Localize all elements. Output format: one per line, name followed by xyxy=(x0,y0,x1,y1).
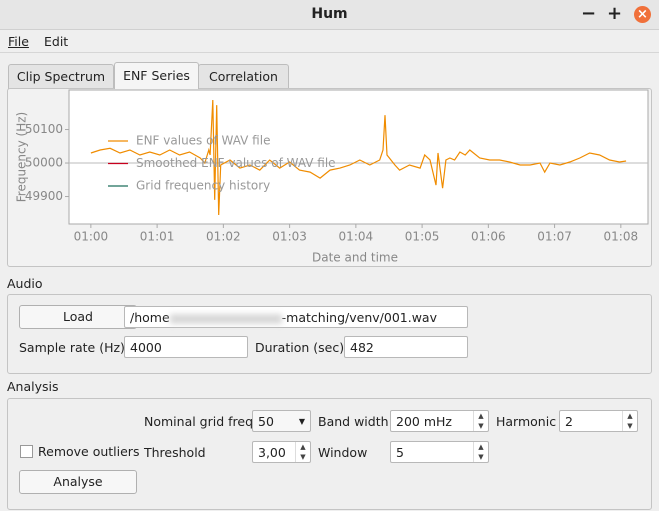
group-title: Audio xyxy=(7,276,43,291)
title-bar xyxy=(0,0,659,30)
spin-arrows: ▲ ▼ xyxy=(622,411,637,431)
label: Duration (sec) xyxy=(255,340,345,355)
path-field[interactable]: /home -matching/venv/001.wav xyxy=(124,306,468,328)
group-title: Analysis xyxy=(7,379,59,394)
checkbox-label[interactable]: Remove outliers xyxy=(38,444,140,459)
blurred-region xyxy=(169,313,282,324)
band-width-spin[interactable]: 200 mHz ▲ ▼ xyxy=(390,410,489,432)
tab-active[interactable]: ENF Series xyxy=(114,62,199,89)
label: Harmonic xyxy=(496,414,557,429)
label: Threshold xyxy=(144,445,206,460)
tab[interactable]: Correlation xyxy=(198,64,289,89)
spin-value: 200 mHz xyxy=(396,414,452,429)
x-tick-label: 01:05 xyxy=(405,230,440,244)
window-spin[interactable]: 5 ▲ ▼ xyxy=(390,441,489,463)
x-tick-label: 01:04 xyxy=(339,230,374,244)
harmonic-spin[interactable]: 2 ▲ ▼ xyxy=(559,410,638,432)
x-axis-label: Date and time xyxy=(312,251,398,265)
data-line xyxy=(90,99,627,216)
group-box xyxy=(7,294,652,374)
maximize-button[interactable]: + xyxy=(607,3,623,24)
y-tick-label: 50000 xyxy=(25,156,63,170)
y-axis-label: Frequency (Hz) xyxy=(15,112,29,203)
y-tick-label: 50100 xyxy=(25,122,63,136)
menu-edit[interactable]: Edit xyxy=(44,34,69,49)
x-tick-label: 01:07 xyxy=(537,230,572,244)
x-tick-label: 01:08 xyxy=(604,230,639,244)
path-start: /home xyxy=(130,310,170,325)
spin-value: 5 xyxy=(396,445,404,460)
nominal-combo[interactable]: 50 ▼ xyxy=(252,410,311,432)
label: Window xyxy=(318,445,368,460)
analyse-button[interactable]: Analyse xyxy=(19,470,137,494)
chart: Frequency (Hz) Date and time 49900 50000 5… xyxy=(15,89,649,265)
label: Band width xyxy=(318,414,389,429)
plot-area xyxy=(68,89,649,225)
label: Sample rate (Hz) xyxy=(19,340,125,355)
spin-value: 2 xyxy=(565,414,573,429)
x-tick-label: 01:00 xyxy=(74,230,109,244)
combo-value: 50 xyxy=(258,414,274,429)
minimize-button[interactable]: − xyxy=(581,3,597,24)
path-end: -matching/venv/001.wav xyxy=(281,310,437,325)
legend-label: Grid frequency history xyxy=(136,179,270,193)
legend-label: Smoothed ENF values of WAV file xyxy=(136,156,336,170)
label: Nominal grid freq xyxy=(144,414,254,429)
spin-arrows: ▲ ▼ xyxy=(473,442,488,462)
spin-arrows: ▲ ▼ xyxy=(473,411,488,431)
spin-arrows: ▲ ▼ xyxy=(295,442,310,462)
sample-rate-field[interactable]: 4000 xyxy=(124,336,248,358)
x-tick-label: 01:03 xyxy=(272,230,307,244)
window-title: Hum xyxy=(311,6,348,22)
tab[interactable]: Clip Spectrum xyxy=(8,64,114,89)
x-tick-label: 01:02 xyxy=(206,230,241,244)
duration-field[interactable]: 482 xyxy=(344,336,468,358)
threshold-spin[interactable]: 3,00 ▲ ▼ xyxy=(252,441,311,463)
load-button[interactable]: Load xyxy=(19,305,137,329)
y-tick-label: 49900 xyxy=(25,189,63,203)
x-tick-label: 01:06 xyxy=(471,230,506,244)
x-tick-label: 01:01 xyxy=(140,230,175,244)
legend-label: ENF values of WAV file xyxy=(136,134,270,148)
combo-arrow: ▼ xyxy=(298,417,305,426)
group-box xyxy=(7,398,652,510)
checkbox[interactable] xyxy=(20,445,33,458)
menu-file[interactable]: File xyxy=(8,34,29,49)
close-button[interactable]: × xyxy=(634,6,651,23)
menu-separator xyxy=(0,52,659,53)
spin-value: 3,00 xyxy=(258,445,286,460)
